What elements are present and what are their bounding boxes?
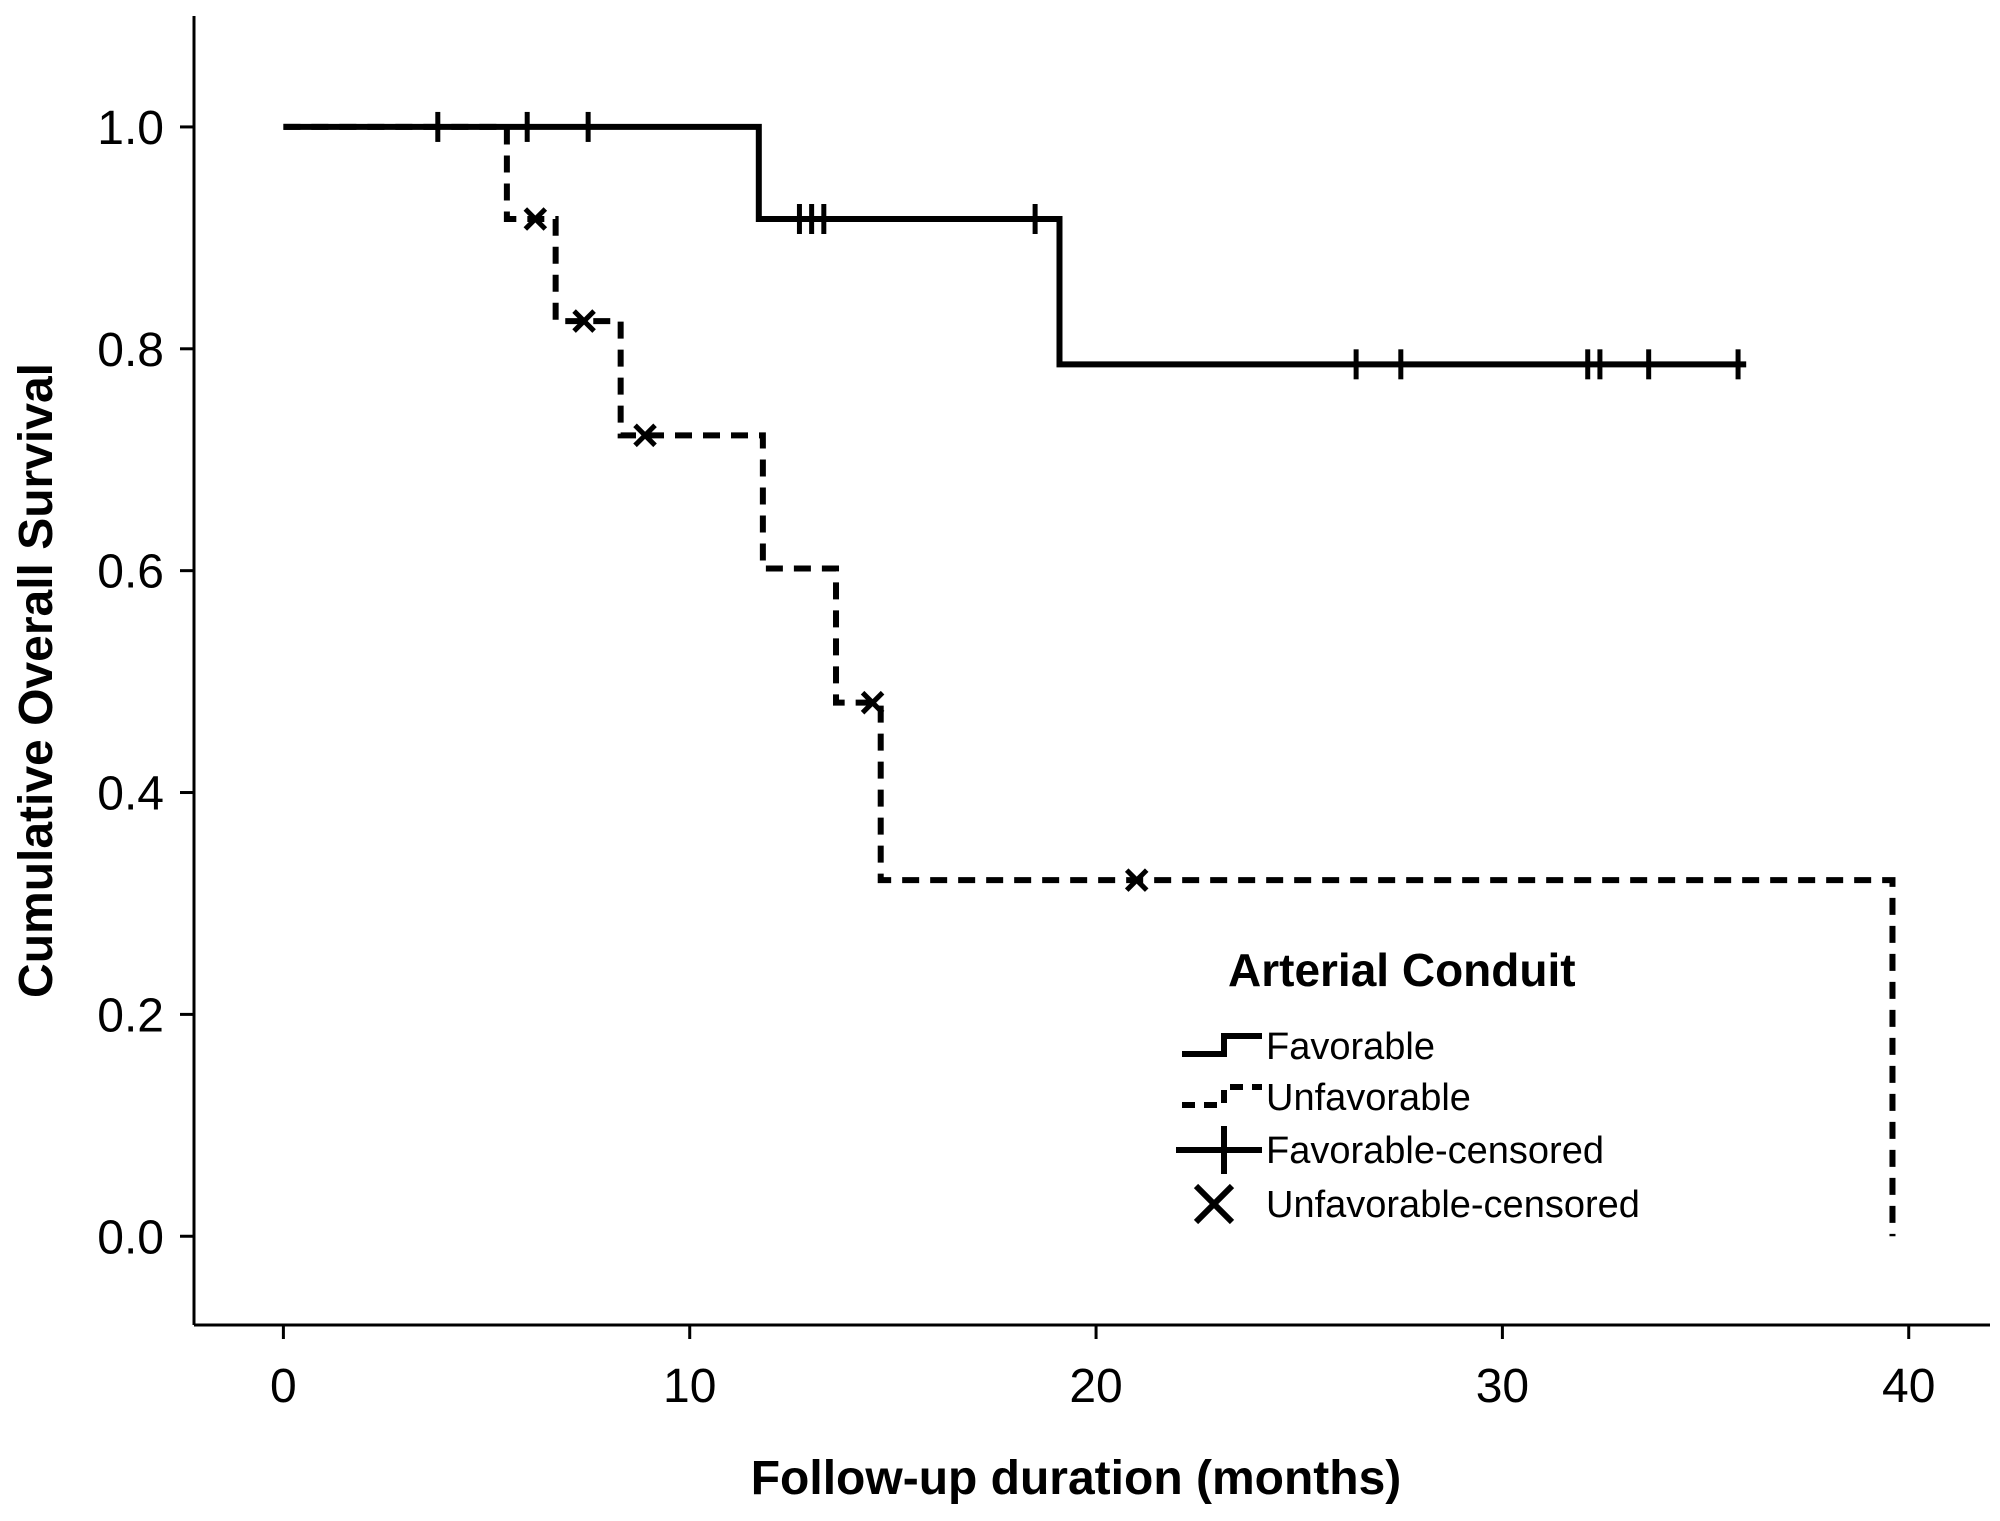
legend: Arterial Conduit FavorableUnfavorableFav…	[1176, 944, 1640, 1226]
y-tick-label: 0.0	[97, 1211, 164, 1264]
ticks: 0.0 0.2 0.4 0.6 0.8 1.0 0 10 20 30 40	[97, 102, 1935, 1413]
y-tick-label: 1.0	[97, 102, 164, 155]
legend-entry-favorable-censored: Favorable-censored	[1176, 1126, 1604, 1174]
legend-swatch-x	[1193, 1183, 1235, 1225]
y-tick-label: 0.8	[97, 324, 164, 377]
y-tick-label: 0.2	[97, 989, 164, 1042]
censor-mark-unfavorable	[633, 423, 657, 448]
legend-swatch-solid	[1182, 1033, 1262, 1057]
legend-label: Favorable-censored	[1266, 1130, 1604, 1172]
x-axis-title: Follow-up duration (months)	[751, 1452, 1402, 1505]
legend-label: Favorable	[1266, 1026, 1435, 1068]
y-tick-label: 0.4	[97, 768, 164, 821]
x-tick-label: 30	[1476, 1360, 1529, 1413]
legend-entries: Favorable Unfavorable Favorable-censored Un…	[1176, 1026, 1640, 1226]
legend-entry-favorable: Favorable	[1182, 1026, 1435, 1068]
legend-label: Unfavorable	[1266, 1077, 1471, 1119]
y-tick-label: 0.6	[97, 546, 164, 599]
censor-mark-unfavorable	[523, 207, 548, 231]
legend-entry-unfavorable-censored: Unfavorable-censored	[1193, 1183, 1640, 1226]
legend-label: Unfavorable-censored	[1266, 1184, 1640, 1226]
legend-title: Arterial Conduit	[1228, 944, 1576, 996]
y-axis-title: Cumulative Overall Survival	[10, 363, 63, 998]
x-tick-label: 20	[1069, 1360, 1122, 1413]
censor-mark-unfavorable	[860, 690, 885, 715]
axes	[192, 16, 1990, 1327]
series-line-favorable	[283, 123, 1747, 368]
censor-mark-unfavorable	[1124, 868, 1149, 892]
legend-entry-unfavorable: Unfavorable	[1182, 1077, 1471, 1119]
x-tick-label: 0	[270, 1360, 297, 1413]
x-tick-label: 40	[1882, 1360, 1935, 1413]
x-tick-label: 10	[663, 1360, 716, 1413]
legend-swatch-dashed	[1182, 1084, 1262, 1108]
series-line-unfavorable	[283, 123, 1896, 1237]
censor-marks	[435, 111, 1741, 892]
series	[283, 123, 1896, 1237]
censor-mark-unfavorable	[572, 309, 596, 333]
